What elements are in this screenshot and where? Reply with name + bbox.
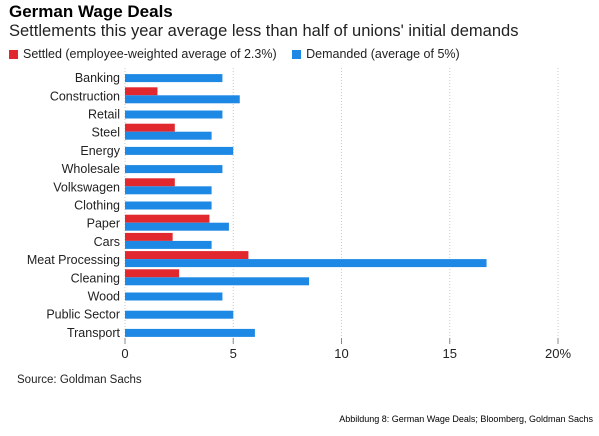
legend-label-demanded: Demanded (average of 5%) (306, 47, 460, 61)
bar-demanded (125, 165, 223, 174)
category-label: Wood (88, 290, 120, 304)
bar-settled (125, 87, 158, 96)
category-label: Energy (80, 144, 120, 158)
category-label: Paper (87, 217, 120, 231)
bar-settled (125, 269, 180, 278)
legend-item-demanded: Demanded (average of 5%) (292, 47, 460, 61)
x-tick-label: 10 (334, 346, 348, 361)
bar-demanded (125, 131, 212, 140)
category-label: Volkswagen (53, 180, 120, 194)
category-label: Cleaning (71, 271, 120, 285)
category-label: Public Sector (46, 308, 120, 322)
bar-demanded (125, 74, 223, 83)
category-label: Clothing (74, 199, 120, 213)
bar-settled (125, 251, 249, 260)
bar-demanded (125, 110, 223, 119)
bar-settled (125, 214, 210, 223)
bar-demanded (125, 328, 255, 337)
bars (125, 74, 487, 337)
category-label: Cars (94, 235, 120, 249)
category-label: Steel (92, 126, 121, 140)
bar-demanded (125, 292, 223, 301)
category-labels: Banking Construction Retail Steel Energy Whol… (27, 71, 121, 340)
bar-chart: Banking Construction Retail Steel Energy Whol… (27, 68, 571, 361)
bar-demanded (125, 277, 310, 286)
category-label: Transport (67, 326, 121, 340)
category-label: Banking (75, 71, 120, 85)
bar-demanded (125, 186, 212, 195)
category-label: Meat Processing (27, 253, 120, 267)
legend-item-settled: Settled (employee-weighted average of 2.… (9, 47, 277, 61)
bar-demanded (125, 310, 234, 319)
chart-subtitle: Settlements this year average less than … (9, 22, 519, 40)
legend: Settled (employee-weighted average of 2.… (9, 47, 472, 62)
legend-label-settled: Settled (employee-weighted average of 2.… (23, 47, 277, 61)
legend-swatch-settled (9, 49, 18, 59)
category-label: Retail (88, 108, 120, 122)
bar-settled (125, 123, 175, 132)
category-label: Construction (50, 89, 120, 103)
x-tick-label: 5 (230, 346, 237, 361)
chart-title: German Wage Deals (9, 2, 173, 21)
bar-demanded (125, 222, 229, 231)
legend-swatch-demanded (292, 49, 302, 59)
x-tick-label: 15 (443, 346, 457, 361)
bar-demanded (125, 201, 212, 210)
category-label: Wholesale (62, 162, 120, 176)
bar-settled (125, 178, 175, 187)
bar-demanded (125, 146, 234, 155)
bar-demanded (125, 95, 240, 104)
figure-caption: Abbildung 8: German Wage Deals; Bloomber… (339, 414, 593, 424)
bar-demanded (125, 240, 212, 249)
x-axis-ticks: 0 5 10 15 20% (121, 338, 571, 361)
source-note: Source: Goldman Sachs (17, 374, 142, 386)
bar-demanded (125, 259, 487, 268)
x-tick-label: 20% (545, 346, 571, 361)
bar-settled (125, 232, 173, 241)
x-tick-label: 0 (121, 346, 128, 361)
